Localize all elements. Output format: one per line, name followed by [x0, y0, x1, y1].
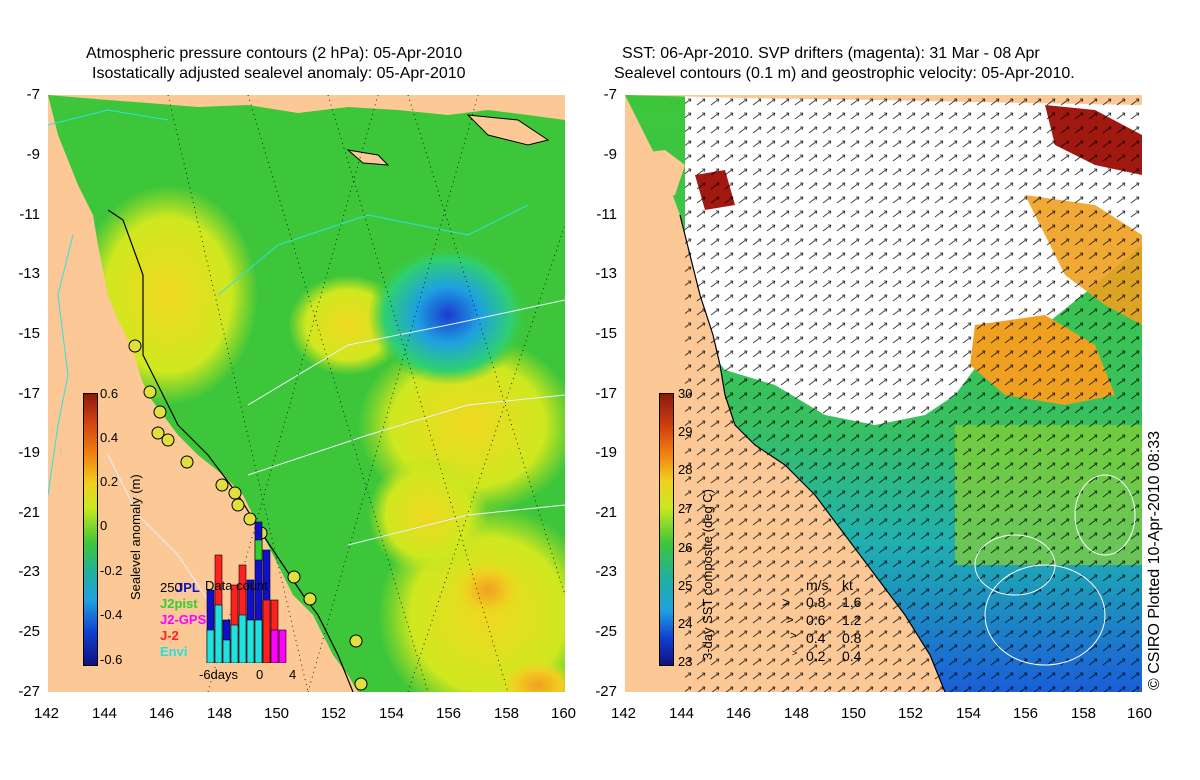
- colorbar-tick-label: -0.2: [100, 563, 123, 578]
- colorbar-tick-label: -0.6: [100, 652, 123, 667]
- sst-map: [625, 95, 1142, 692]
- x-tick-label: 156: [1013, 705, 1039, 722]
- y-tick-label: -25: [595, 623, 617, 640]
- y-tick-label: -23: [18, 563, 40, 580]
- x-tick-label: 150: [264, 705, 290, 722]
- x-tick-label: 160: [1127, 705, 1153, 722]
- data-count-title: Data count: [205, 578, 268, 593]
- velocity-legend-kt-header: kt: [842, 577, 853, 593]
- x-tick-label: 154: [956, 705, 982, 722]
- x-tick-label: 152: [898, 705, 924, 722]
- data-count-histogram: [205, 520, 293, 664]
- data-count-histogram-graphic: [206, 521, 287, 664]
- x-tick-label: 158: [1071, 705, 1097, 722]
- sst-map-graphic: [625, 95, 1142, 692]
- y-tick-label: -13: [595, 265, 617, 282]
- x-tick-label: 148: [784, 705, 810, 722]
- histogram-x-tick: 4: [289, 667, 297, 682]
- data-count-top-label: 250: [160, 580, 182, 595]
- y-tick-label: -23: [595, 563, 617, 580]
- x-tick-label: 154: [379, 705, 405, 722]
- velocity-legend-value: 0.6: [806, 612, 826, 628]
- y-tick-label: -11: [596, 206, 617, 223]
- histogram-x-tick: 0: [256, 667, 264, 682]
- y-tick-label: -21: [595, 504, 617, 521]
- y-tick-label: -19: [595, 444, 617, 461]
- velocity-arrow-icon: >: [792, 648, 798, 658]
- left-title-line1: Atmospheric pressure contours (2 hPa): 0…: [86, 45, 463, 62]
- y-tick-label: -27: [595, 683, 617, 700]
- y-tick-label: -13: [18, 265, 40, 282]
- y-tick-label: -27: [18, 683, 40, 700]
- y-tick-label: -7: [26, 86, 40, 103]
- x-tick-label: 142: [611, 705, 637, 722]
- right-title-line1: SST: 06-Apr-2010. SVP drifters (magenta)…: [622, 45, 1040, 62]
- y-tick-label: -21: [18, 504, 40, 521]
- x-tick-label: 160: [551, 705, 577, 722]
- x-tick-label: 156: [436, 705, 462, 722]
- y-tick-label: -15: [595, 325, 617, 342]
- velocity-legend-ms-header: m/s: [806, 577, 829, 593]
- x-tick-label: 146: [726, 705, 752, 722]
- x-tick-label: 148: [207, 705, 233, 722]
- csiro-plot-stamp: © CSIRO Plotted 10-Apr-2010 08:33: [1146, 430, 1163, 690]
- y-tick-label: -25: [18, 623, 40, 640]
- sealevel-colorbar: [83, 393, 98, 666]
- y-tick-label: -15: [18, 325, 40, 342]
- velocity-legend-value: 1.2: [842, 612, 862, 628]
- sealevel-colorbar-title: Sealevel anomaly (m): [128, 474, 143, 600]
- velocity-legend-value: 0.8: [806, 594, 826, 610]
- legend-envi: Envi: [160, 644, 188, 659]
- colorbar-tick-label: 0: [100, 518, 108, 533]
- left-title-line2: Isostatically adjusted sealevel anomaly:…: [92, 65, 466, 82]
- colorbar-tick-label: 0.2: [100, 474, 119, 489]
- right-title-line2: Sealevel contours (0.1 m) and geostrophi…: [614, 65, 1075, 82]
- y-tick-label: -7: [603, 86, 617, 103]
- x-tick-label: 146: [149, 705, 175, 722]
- colorbar-tick-label: 0.6: [100, 386, 119, 401]
- velocity-arrow-icon: >: [786, 612, 794, 627]
- x-tick-label: 158: [494, 705, 520, 722]
- y-tick-label: -9: [603, 146, 617, 163]
- y-tick-label: -9: [26, 146, 40, 163]
- histogram-x-tick: -6days: [199, 667, 239, 682]
- sst-colorbar-tick: 28: [678, 462, 693, 477]
- colorbar-tick-label: 0.4: [100, 430, 119, 445]
- sst-colorbar-tick: 25: [678, 578, 693, 593]
- sst-colorbar-title: 3-day SST composite (deg C): [700, 489, 715, 660]
- x-tick-label: 150: [841, 705, 867, 722]
- sealevel-anomaly-map: [48, 95, 565, 692]
- sst-colorbar-tick: 29: [678, 424, 693, 439]
- sst-colorbar-tick: 27: [678, 501, 693, 516]
- velocity-legend-value: 0.4: [842, 648, 862, 664]
- sst-colorbar-tick: 30: [678, 386, 693, 401]
- velocity-arrow-icon: >: [782, 594, 791, 610]
- x-tick-label: 152: [321, 705, 347, 722]
- velocity-legend-value: 0.4: [806, 630, 826, 646]
- legend-j2gps: J2-GPS: [160, 612, 207, 627]
- y-tick-label: -17: [18, 385, 40, 402]
- x-tick-label: 144: [92, 705, 118, 722]
- sst-colorbar-tick: 24: [678, 616, 693, 631]
- sst-colorbar-tick: 26: [678, 540, 693, 555]
- x-tick-label: 142: [34, 705, 60, 722]
- legend-j2: J-2: [160, 628, 179, 643]
- velocity-legend-value: 0.2: [806, 648, 826, 664]
- colorbar-tick-label: -0.4: [100, 607, 123, 622]
- legend-j2pist: J2pist: [160, 596, 198, 611]
- velocity-legend-value: 0.8: [842, 630, 862, 646]
- velocity-arrow-icon: >: [790, 630, 797, 642]
- sst-colorbar: [659, 393, 674, 666]
- y-tick-label: -11: [19, 206, 40, 223]
- legend-jpl: JPL: [176, 580, 200, 595]
- y-tick-label: -17: [595, 385, 617, 402]
- x-tick-label: 144: [669, 705, 695, 722]
- y-tick-label: -19: [18, 444, 40, 461]
- sealevel-anomaly-map-graphic: [48, 95, 565, 692]
- sst-colorbar-tick: 23: [678, 654, 693, 669]
- velocity-legend-value: 1.6: [842, 594, 862, 610]
